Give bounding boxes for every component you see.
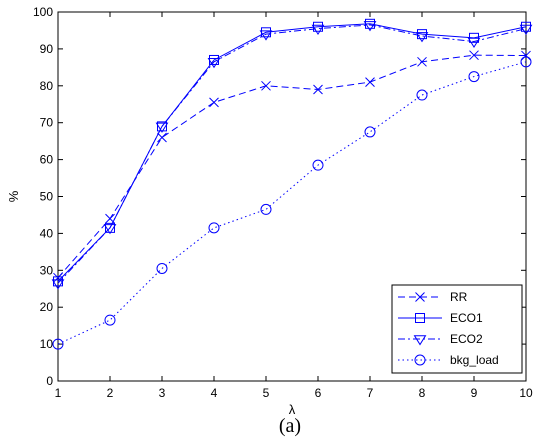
legend-entry: ECO1 <box>398 311 483 325</box>
x-tick-label: 5 <box>263 386 270 400</box>
data-point <box>312 159 324 171</box>
y-tick-label: 70 <box>40 116 54 130</box>
data-point <box>155 122 169 133</box>
legend-box <box>391 284 523 374</box>
data-point <box>364 126 376 138</box>
x-tick-label: 9 <box>471 386 478 400</box>
data-point <box>521 50 531 61</box>
x-tick-label: 7 <box>367 386 374 400</box>
legend-label: ECO2 <box>450 332 483 346</box>
data-point <box>157 132 167 143</box>
data-point <box>209 97 219 108</box>
data-point <box>313 84 323 95</box>
legend-label: RR <box>450 290 468 304</box>
data-point <box>520 56 532 68</box>
data-point <box>103 224 117 235</box>
legend-marker <box>415 292 425 302</box>
y-tick-label: 20 <box>40 300 54 314</box>
x-tick-label: 1 <box>55 386 62 400</box>
data-point <box>259 30 273 41</box>
data-point <box>52 338 64 350</box>
series-line <box>57 61 527 345</box>
series-line <box>57 23 527 282</box>
x-tick-label: 6 <box>315 386 322 400</box>
y-tick-label: 100 <box>33 5 53 19</box>
data-point <box>468 71 480 83</box>
legend: RR ECO1 ECO2 bkg_load <box>391 284 523 374</box>
y-tick-label: 40 <box>40 226 54 240</box>
data-point <box>519 24 533 36</box>
data-point <box>416 89 428 101</box>
y-axis-label: % <box>6 190 21 202</box>
figure-caption: (a) <box>279 415 301 437</box>
legend-entry: ECO2 <box>398 332 483 346</box>
legend-marker <box>414 354 426 366</box>
x-tick-label: 8 <box>419 386 426 400</box>
data-point <box>260 203 272 215</box>
x-tick-label: 2 <box>107 386 114 400</box>
legend-entry: bkg_load <box>398 353 499 367</box>
data-point <box>208 222 220 234</box>
series-line <box>57 24 527 284</box>
data-point <box>469 50 479 61</box>
y-tick-label: 80 <box>40 79 54 93</box>
data-point <box>51 279 65 290</box>
data-point <box>156 262 168 274</box>
x-axis-label: λ <box>289 402 296 417</box>
y-tick-label: 60 <box>40 153 54 167</box>
x-tick-label: 3 <box>159 386 166 400</box>
series-eco2 <box>51 21 533 290</box>
y-tick-label: 0 <box>46 374 53 388</box>
legend-label: bkg_load <box>450 353 499 367</box>
data-point <box>157 121 167 132</box>
data-point <box>311 24 325 36</box>
y-tick-label: 90 <box>40 42 54 56</box>
series-group <box>51 18 533 350</box>
data-point <box>415 32 429 43</box>
legend-marker <box>415 313 425 323</box>
data-point <box>207 58 221 69</box>
y-tick-label: 10 <box>40 337 54 351</box>
data-point <box>417 56 427 67</box>
x-axis-ticks: 1 2 3 4 5 6 7 8 9 10 <box>55 12 533 400</box>
legend-marker <box>413 335 427 346</box>
legend-label: ECO1 <box>450 311 483 325</box>
y-tick-label: 30 <box>40 263 54 277</box>
data-point <box>261 80 271 91</box>
legend-entry: RR <box>398 290 468 304</box>
x-tick-label: 4 <box>211 386 218 400</box>
data-point <box>104 314 116 326</box>
data-point <box>467 37 481 48</box>
data-point <box>363 21 377 32</box>
data-point <box>105 222 115 233</box>
y-axis-ticks: 0 10 20 30 40 50 60 70 80 90 100 <box>33 5 526 388</box>
data-point <box>365 77 375 87</box>
series-bkg-load <box>52 56 532 350</box>
y-tick-label: 50 <box>40 190 54 204</box>
x-tick-label: 10 <box>519 386 533 400</box>
